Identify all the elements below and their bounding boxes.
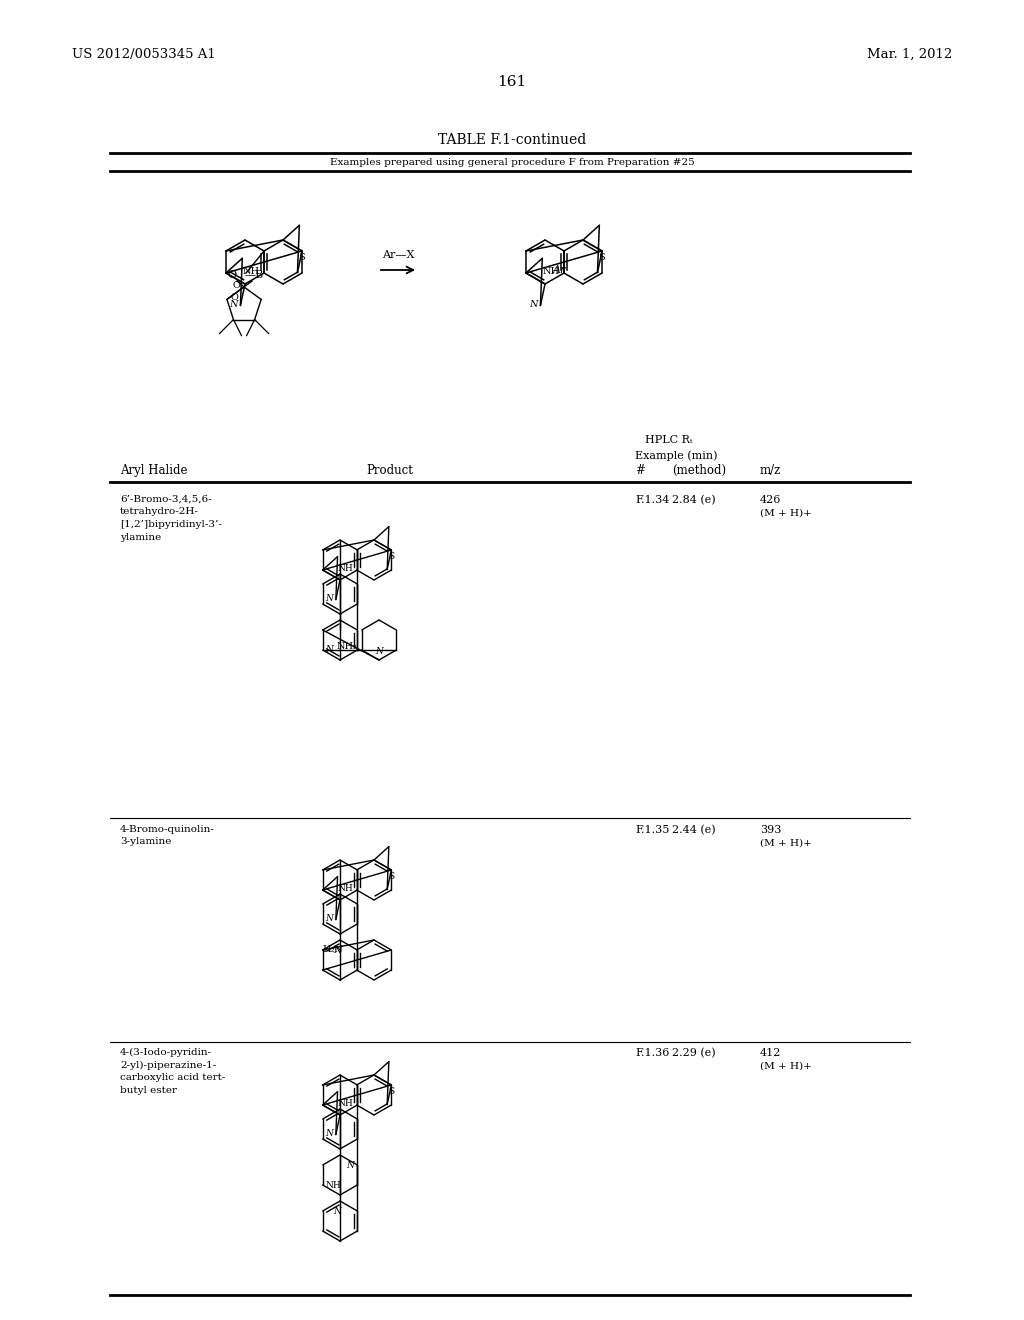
Text: (method): (method) — [672, 465, 726, 477]
Text: N: N — [529, 300, 538, 309]
Text: N: N — [229, 300, 238, 309]
Text: TABLE F.1-continued: TABLE F.1-continued — [438, 133, 586, 147]
Text: O: O — [227, 271, 237, 280]
Text: N: N — [325, 1129, 333, 1138]
Text: NH: NH — [243, 267, 259, 276]
Text: O: O — [231, 293, 239, 302]
Text: N: N — [333, 1206, 341, 1216]
Text: 426: 426 — [760, 495, 781, 506]
Text: 6’-Bromo-3,4,5,6-
tetrahydro-2H-
[1,2’]bipyridinyl-3’-
ylamine: 6’-Bromo-3,4,5,6- tetrahydro-2H- [1,2’]b… — [120, 495, 222, 541]
Text: NH: NH — [338, 564, 353, 573]
Text: NH: NH — [326, 1180, 341, 1189]
Text: F.1.34: F.1.34 — [635, 495, 670, 506]
Text: H₂N: H₂N — [323, 945, 343, 954]
Text: Mar. 1, 2012: Mar. 1, 2012 — [866, 48, 952, 61]
Text: Ar: Ar — [552, 265, 565, 275]
Text: S: S — [298, 253, 305, 261]
Text: F.1.35: F.1.35 — [635, 825, 670, 836]
Text: Examples prepared using general procedure F from Preparation #25: Examples prepared using general procedur… — [330, 158, 694, 168]
Text: N: N — [346, 1160, 354, 1170]
Text: 412: 412 — [760, 1048, 781, 1059]
Text: S: S — [388, 552, 394, 561]
Text: HPLC Rₜ: HPLC Rₜ — [645, 436, 692, 445]
Text: S: S — [598, 253, 605, 261]
Text: NH: NH — [338, 1100, 353, 1107]
Text: m/z: m/z — [760, 465, 781, 477]
Text: US 2012/0053345 A1: US 2012/0053345 A1 — [72, 48, 216, 61]
Text: O: O — [232, 281, 240, 289]
Text: F.1.36: F.1.36 — [635, 1048, 670, 1059]
Text: —B: —B — [244, 271, 263, 280]
Text: NH: NH — [338, 884, 353, 894]
Text: 161: 161 — [498, 75, 526, 88]
Text: 2.29 (e): 2.29 (e) — [672, 1048, 716, 1059]
Text: N: N — [333, 946, 341, 954]
Text: (M + H)+: (M + H)+ — [760, 510, 812, 517]
Text: Example (min): Example (min) — [635, 450, 718, 461]
Text: S: S — [388, 873, 394, 880]
Text: S: S — [388, 1088, 394, 1096]
Text: N: N — [375, 647, 383, 656]
Text: Product: Product — [367, 465, 414, 477]
Text: N: N — [325, 594, 333, 603]
Text: NH₂: NH₂ — [337, 642, 357, 651]
Text: #: # — [635, 465, 645, 477]
Text: Aryl Halide: Aryl Halide — [120, 465, 187, 477]
Text: NH: NH — [543, 267, 559, 276]
Text: 4-Bromo-quinolin-
3-ylamine: 4-Bromo-quinolin- 3-ylamine — [120, 825, 215, 846]
Text: 4-(3-Iodo-pyridin-
2-yl)-piperazine-1-
carboxylic acid tert-
butyl ester: 4-(3-Iodo-pyridin- 2-yl)-piperazine-1- c… — [120, 1048, 225, 1094]
Text: 393: 393 — [760, 825, 781, 836]
Text: N: N — [326, 645, 334, 655]
Text: N: N — [325, 913, 333, 923]
Text: (M + H)+: (M + H)+ — [760, 1063, 812, 1071]
Text: (M + H)+: (M + H)+ — [760, 840, 812, 847]
Text: 2.84 (e): 2.84 (e) — [672, 495, 716, 506]
Text: Ar—X: Ar—X — [382, 249, 414, 260]
Text: 2.44 (e): 2.44 (e) — [672, 825, 716, 836]
